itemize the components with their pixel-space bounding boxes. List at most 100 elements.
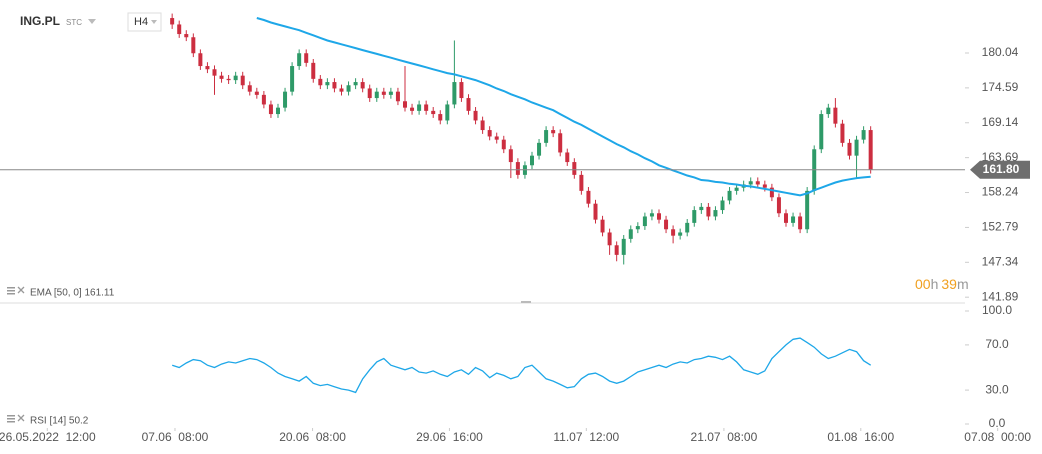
ema-line — [256, 17, 871, 197]
candle-body — [198, 53, 203, 67]
candle-body — [515, 162, 520, 175]
timeframe-dropdown — [151, 20, 157, 24]
y-tick-label: 169.14 — [982, 115, 1019, 129]
y-tick-label: 70.0 — [985, 337, 1009, 351]
rsi-legend-icons[interactable] — [7, 414, 25, 423]
candle-body — [318, 78, 323, 86]
ema-legend: EMA [50, 0] 161.11 — [30, 288, 115, 299]
timeframe-box[interactable] — [127, 12, 162, 32]
candle-body — [635, 226, 640, 230]
candle-body — [240, 75, 245, 86]
y-tick-label: 0.0 — [989, 416, 1006, 430]
candle-body — [177, 24, 182, 35]
candle-body — [762, 184, 767, 188]
symbol: ING.PL — [20, 14, 60, 28]
x-tick-label: 07.06 08:00 — [142, 430, 209, 444]
symbol-dropdown[interactable] — [88, 19, 96, 24]
candle-body — [268, 104, 273, 115]
candle-body — [374, 91, 379, 99]
countdown: 00h 39m — [915, 276, 969, 292]
candle-body — [805, 190, 810, 230]
candle-body — [325, 82, 330, 86]
candle-body — [537, 142, 542, 156]
candle-body — [290, 66, 295, 92]
candle-body — [720, 200, 725, 211]
x-tick-label: 29.06 16:00 — [416, 430, 483, 444]
candle-body — [508, 149, 513, 163]
candle-body — [791, 216, 796, 223]
candle-body — [304, 53, 309, 63]
candle-body — [734, 187, 739, 191]
candle-body — [664, 219, 669, 230]
candle-body — [544, 130, 549, 143]
candle-body — [487, 130, 492, 137]
candle-body — [727, 190, 732, 201]
candle-body — [558, 133, 563, 153]
rsi-line — [171, 337, 872, 394]
candle-body — [360, 82, 365, 89]
instrument-type: STC — [66, 18, 82, 27]
candle-body — [826, 107, 831, 115]
candle-body — [614, 245, 619, 255]
candle-body — [452, 82, 457, 105]
candle-body — [473, 110, 478, 121]
candle-body — [381, 91, 386, 95]
candle-body — [607, 232, 612, 246]
candle-body — [501, 139, 506, 150]
candle-body — [678, 232, 683, 236]
candle-body — [840, 123, 845, 143]
candle-body — [212, 69, 217, 76]
candle-body — [466, 98, 471, 111]
candle-body — [798, 216, 803, 230]
candle-body — [247, 85, 252, 92]
candle-body — [417, 104, 422, 111]
candle-body — [261, 94, 266, 105]
candle-body — [395, 91, 400, 102]
x-tick-label: 07.08 00:00 — [964, 430, 1031, 444]
candle-body — [861, 130, 866, 140]
x-tick-label: 01.08 16:00 — [827, 430, 894, 444]
candle-body — [685, 222, 690, 233]
candles — [170, 13, 873, 265]
candle-body — [642, 216, 647, 227]
candle-body — [402, 101, 407, 108]
candle-body — [529, 155, 534, 166]
y-tick-label: 174.59 — [982, 80, 1019, 94]
candle-body — [346, 85, 351, 92]
candle-body — [445, 104, 450, 121]
candle-body — [586, 190, 591, 204]
candle-body — [572, 162, 577, 175]
candle-body — [713, 210, 718, 217]
candle-body — [219, 75, 224, 79]
candle-body — [776, 197, 781, 214]
x-tick-label: 21.07 08:00 — [691, 430, 758, 444]
candle-body — [628, 229, 633, 239]
candle-body — [311, 62, 316, 79]
y-tick-label: 141.89 — [982, 289, 1019, 303]
candle-body — [769, 187, 774, 198]
candle-body — [431, 110, 436, 115]
last-price-tag — [970, 160, 1030, 179]
candle-body — [233, 75, 238, 81]
candle-body — [783, 213, 788, 223]
candle-body — [565, 152, 570, 163]
candle-body — [170, 18, 175, 25]
candle-body — [868, 130, 873, 170]
timeframe[interactable]: H4 — [134, 16, 148, 28]
candle-body — [551, 130, 556, 134]
candle-body — [205, 66, 210, 70]
candle-body — [410, 107, 415, 111]
y-tick-label: 152.79 — [982, 220, 1019, 234]
last-price-label: 161.80 — [983, 162, 1020, 176]
panel-handle[interactable] — [521, 301, 531, 303]
candle-body — [184, 34, 189, 38]
candle-body — [297, 53, 302, 67]
y-tick-label: 180.04 — [982, 45, 1019, 59]
y-tick-label: 158.24 — [982, 185, 1019, 199]
x-tick-label: 11.07 12:00 — [553, 430, 619, 444]
ema-legend-icons[interactable] — [7, 286, 25, 295]
candle-body — [459, 82, 464, 99]
candle-body — [621, 238, 626, 255]
candle-body — [699, 206, 704, 211]
